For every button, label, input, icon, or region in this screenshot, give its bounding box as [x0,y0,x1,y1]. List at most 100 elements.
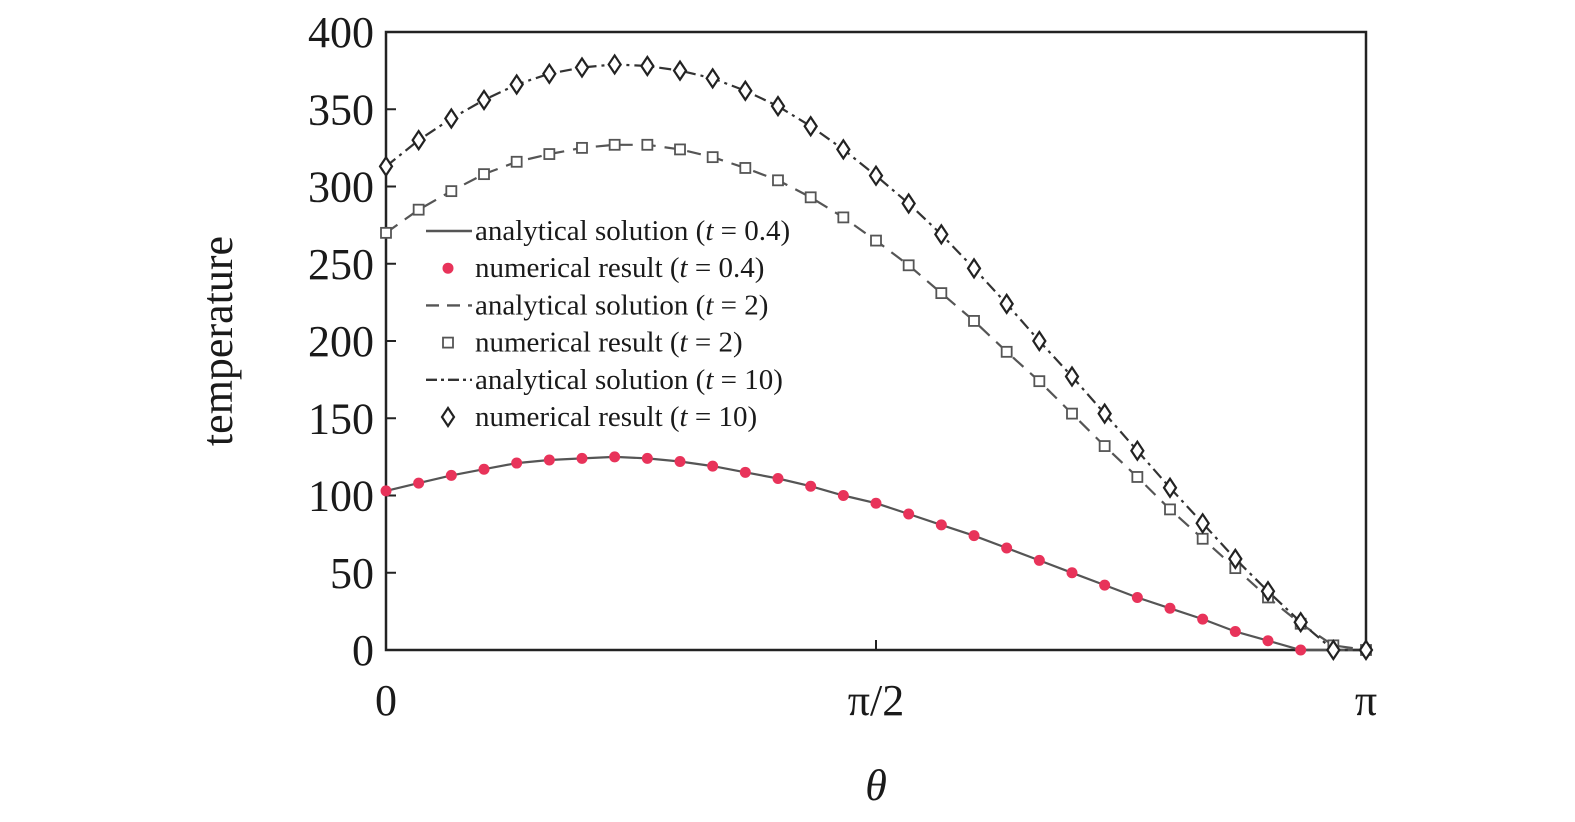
numerical-point-t-2 [641,138,654,151]
numerical-point-t-10 [1097,402,1112,425]
numerical-point-t-0.4 [543,454,555,466]
legend-label: numerical result (t = 2) [475,327,743,359]
numerical-point-t-0.4 [772,473,784,485]
legend-label: numerical result (t = 10) [475,401,757,433]
y-tick-label: 150 [308,394,374,443]
numerical-point-t-0.4 [903,508,915,520]
numerical-point-t-0.4 [641,452,653,464]
legend-label: analytical solution (t = 2) [475,289,768,321]
numerical-point-t-0.4 [805,480,817,492]
legend-marker-swatch [442,336,454,349]
series-t-0.4 [380,451,1372,656]
numerical-point-t-2 [1066,407,1078,420]
numerical-point-t-10 [411,129,426,152]
numerical-point-t-2 [478,168,490,181]
numerical-point-t-10 [1326,639,1341,661]
x-axis-label: θ [865,761,887,810]
numerical-point-t-10 [476,88,492,111]
numerical-point-t-10 [803,115,819,138]
numerical-point-t-10 [1130,439,1145,462]
legend-marker-swatch [440,406,456,428]
y-tick-label: 250 [308,240,374,289]
legend-item: analytical solution (t = 2) [426,289,768,321]
numerical-point-t-2 [412,203,425,216]
numerical-point-t-0.4 [1033,554,1045,566]
numerical-point-t-2 [608,138,621,151]
numerical-point-t-0.4 [968,530,980,542]
y-axis-label: temperature [193,236,242,446]
numerical-point-t-2 [837,211,850,224]
numerical-point-t-10 [542,62,557,85]
legend-item: numerical result (t = 10) [440,401,757,433]
legend-item: analytical solution (t = 0.4) [426,215,790,247]
legend-marker-swatch [442,262,454,274]
numerical-point-t-0.4 [609,451,621,463]
numerical-point-t-0.4 [1001,542,1013,554]
numerical-point-t-2 [968,315,980,327]
numerical-point-t-0.4 [935,519,947,531]
numerical-point-t-10 [836,138,851,161]
numerical-point-t-10 [901,192,916,215]
numerical-point-t-0.4 [1164,602,1176,614]
x-tick-label: π/2 [848,676,904,725]
numerical-point-t-10 [640,55,655,77]
y-tick-label: 100 [308,472,374,521]
numerical-point-t-2 [804,191,817,204]
numerical-point-t-2 [870,234,882,247]
y-tick-label: 400 [308,8,374,57]
y-tick-label: 350 [308,85,374,134]
numerical-point-t-10 [1228,547,1243,570]
x-tick-label: 0 [375,676,397,725]
numerical-point-t-0.4 [445,469,457,481]
y-tick-label: 200 [308,317,374,366]
numerical-point-t-2 [1033,375,1046,388]
numerical-point-t-2 [706,151,719,164]
numerical-point-t-2 [1131,471,1144,483]
numerical-point-t-2 [739,162,752,174]
numerical-point-t-10 [738,79,753,102]
numerical-point-t-2 [576,141,588,154]
y-tick-label: 50 [330,549,374,598]
numerical-point-t-2 [380,226,392,239]
numerical-point-t-0.4 [1066,567,1078,579]
numerical-point-t-10 [999,292,1014,315]
numerical-point-t-10 [1162,476,1178,499]
legend: analytical solution (t = 0.4) numerical r… [426,215,790,433]
numerical-point-t-0.4 [739,466,751,478]
y-axis-ticks: 0 50 100 150 200 250 300 350 400 [308,8,396,675]
y-tick-label: 300 [308,163,374,212]
series-layer [378,53,1374,661]
numerical-point-t-0.4 [837,490,849,501]
numerical-point-t-0.4 [1262,635,1274,647]
numerical-point-t-2 [902,259,915,272]
numerical-point-t-0.4 [413,477,425,489]
numerical-point-t-10 [934,223,949,246]
numerical-point-t-2 [1098,440,1111,452]
legend-label: numerical result (t = 0.4) [475,252,764,284]
numerical-point-t-10 [705,67,720,90]
numerical-point-t-0.4 [870,497,882,509]
legend-label: analytical solution (t = 10) [475,364,783,396]
numerical-point-t-10 [1293,611,1309,634]
numerical-point-t-2 [935,287,948,300]
numerical-point-t-2 [510,155,523,168]
numerical-point-t-2 [445,185,458,198]
numerical-point-t-0.4 [707,460,719,472]
numerical-point-t-2 [1196,532,1209,545]
numerical-point-t-2 [1000,345,1013,358]
y-tick-label: 0 [352,626,374,675]
series-t-10 [378,53,1374,661]
numerical-point-t-0.4 [674,456,686,468]
legend-item: analytical solution (t = 10) [426,364,783,396]
numerical-point-t-2 [543,148,556,160]
numerical-point-t-10 [1358,639,1374,661]
numerical-point-t-0.4 [1099,579,1111,591]
numerical-point-t-10 [443,107,459,130]
legend-label: analytical solution (t = 0.4) [475,215,790,247]
numerical-point-t-10 [868,164,884,187]
numerical-point-t-0.4 [511,457,523,469]
numerical-point-t-0.4 [1197,613,1209,625]
numerical-point-t-0.4 [576,452,588,464]
numerical-point-t-10 [966,257,982,280]
